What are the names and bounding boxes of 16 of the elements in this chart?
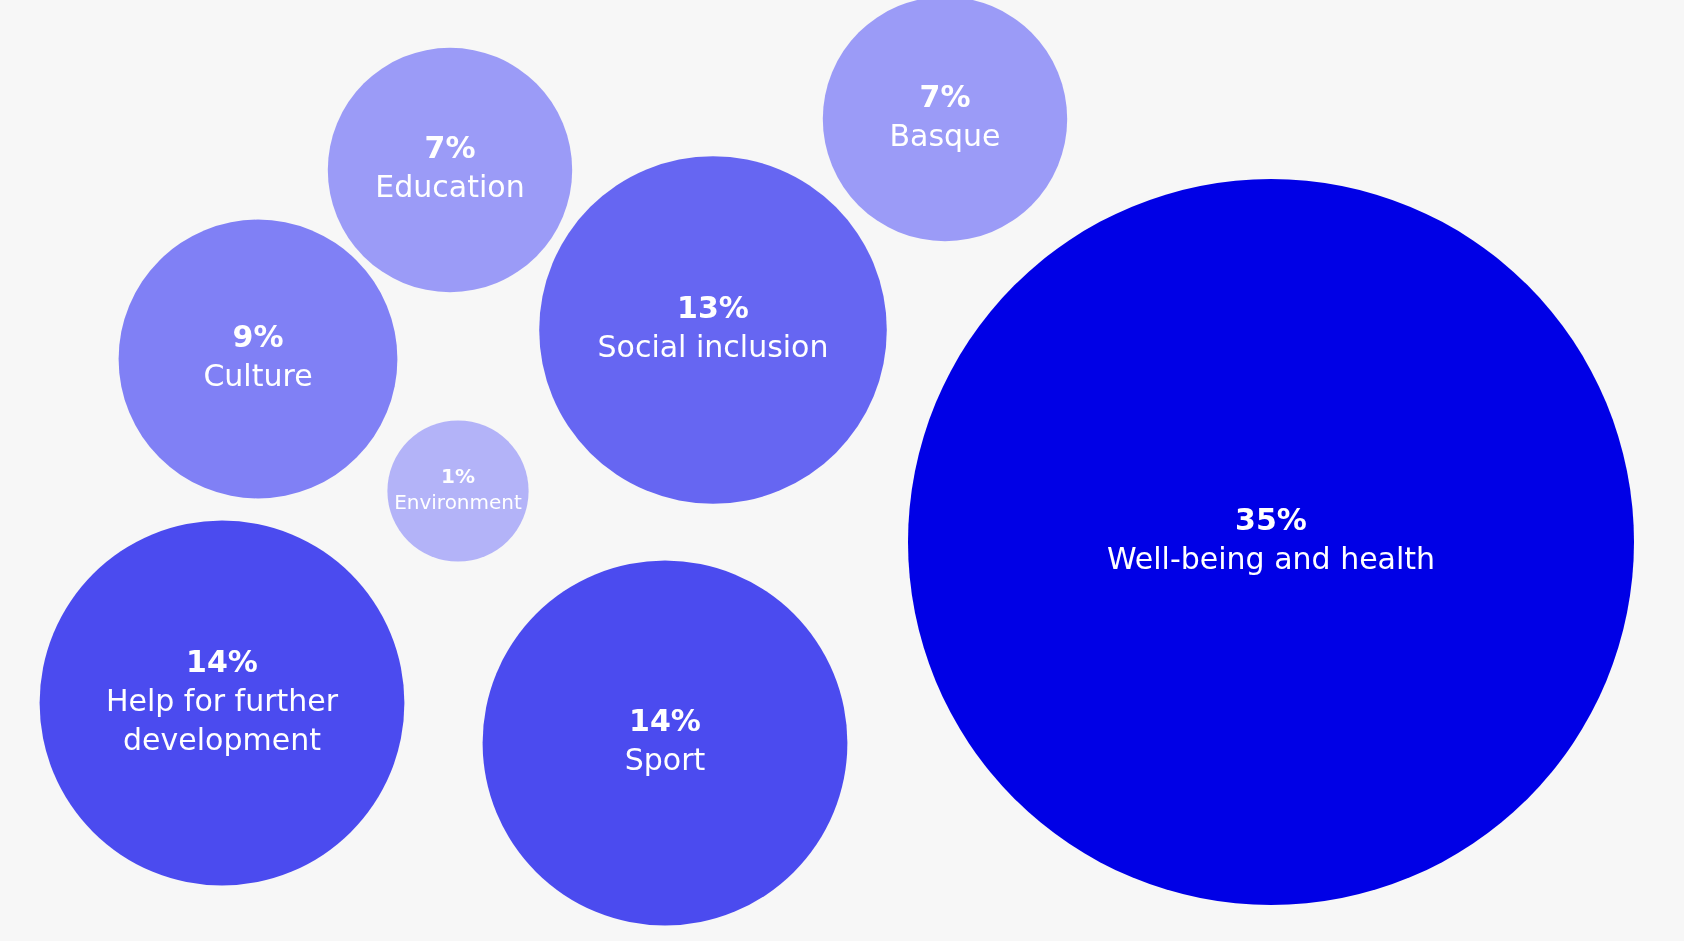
category-label: Well-being and health (1106, 541, 1436, 576)
data-label: 14% (629, 703, 701, 738)
category-label: Help for further development (105, 682, 339, 757)
data-label: 35% (1235, 502, 1307, 537)
category-label: Environment (394, 490, 522, 514)
data-label: 13% (677, 290, 749, 325)
category-label: Basque (889, 118, 1001, 153)
category-label: Social inclusion (597, 329, 829, 364)
data-label: 7% (424, 130, 476, 165)
data-label: 14% (186, 643, 258, 679)
data-label: 1% (441, 464, 475, 488)
category-label: Education (375, 169, 525, 204)
data-label: 9% (232, 319, 284, 354)
data-label: 7% (919, 79, 971, 114)
category-label: Culture (203, 358, 313, 393)
category-label: Sport (624, 742, 706, 777)
